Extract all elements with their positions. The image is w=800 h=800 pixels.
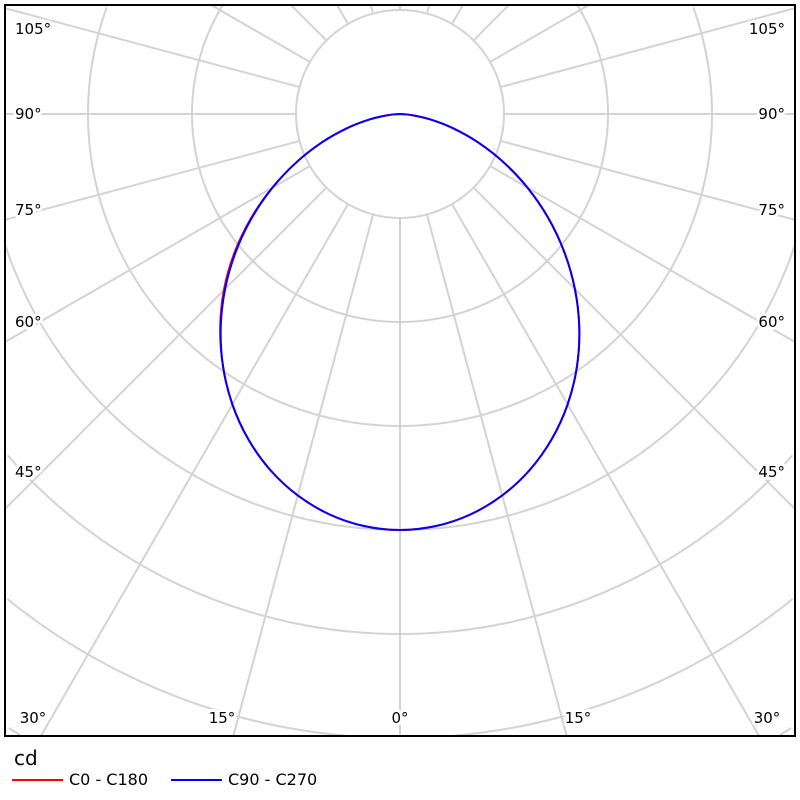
grid-radial-line [4, 139, 300, 221]
plot-border [4, 4, 796, 737]
unit-label: cd [14, 746, 38, 770]
grid-radial-line [451, 4, 464, 25]
grid-ring [191, 4, 609, 323]
grid-radial-line [489, 4, 590, 63]
angle-label-bottom-15-right: 15° [565, 709, 592, 727]
grid-radial-line [4, 186, 328, 510]
grid-radial-line [40, 203, 349, 737]
grid-radial-line [500, 139, 796, 221]
angle-label-right-45: 45° [758, 463, 785, 481]
curve-c90-c270 [219, 113, 581, 532]
grid-radial-line [472, 186, 796, 510]
angle-label-left-90: 90° [15, 105, 42, 123]
angle-label-right-105: 105° [749, 20, 785, 38]
angle-label-right-90: 90° [758, 105, 785, 123]
grid-radial-line [489, 165, 796, 343]
grid-radial-line [290, 4, 328, 42]
grid-radial-line [500, 7, 796, 89]
angle-label-left-45: 45° [15, 463, 42, 481]
angle-label-left-60: 60° [15, 313, 42, 331]
grid-radial-line [210, 4, 311, 63]
angle-label-bottom-30-right: 30° [754, 709, 781, 727]
grid-ring [6, 454, 794, 635]
grid-radial-line [425, 214, 568, 737]
legend-swatch-blue [171, 778, 222, 781]
grid-radial-line [336, 4, 349, 25]
legend-swatch-red [12, 778, 63, 781]
angle-label-bottom-0: 0° [391, 709, 408, 727]
angle-label-right-75: 75° [758, 201, 785, 219]
grid-ring [4, 245, 796, 531]
angle-label-left-75: 75° [15, 201, 42, 219]
legend-label: C0 - C180 [69, 770, 149, 789]
legend-label: C90 - C270 [228, 770, 318, 789]
grid-radial-line [232, 214, 375, 737]
angle-label-bottom-30-left: 30° [20, 709, 47, 727]
legend-item-c0-c180: C0 - C180 [12, 770, 148, 789]
grid-radial-line [472, 4, 510, 42]
grid-ring [8, 727, 792, 736]
angle-label-left-105: 105° [15, 20, 51, 38]
grid-radial-line [4, 165, 311, 343]
angle-labels: 105° 90° 75° 60° 45° 105° 90° 75° 60° 45… [12, 17, 788, 730]
grid-ring [6, 598, 794, 737]
legend: cd C0 - C180 C90 - C270 [0, 740, 800, 800]
grid-radial-line [4, 7, 300, 89]
grid-radial-line [451, 203, 760, 737]
grid-ring [87, 6, 713, 427]
curves [219, 113, 581, 532]
legend-item-c90-c270: C90 - C270 [171, 770, 317, 789]
grid-radial-line [369, 4, 375, 14]
angle-label-bottom-15-left: 15° [209, 709, 236, 727]
polar-grid [4, 4, 796, 737]
angle-label-right-60: 60° [758, 313, 785, 331]
grid-radial-line [425, 4, 431, 14]
